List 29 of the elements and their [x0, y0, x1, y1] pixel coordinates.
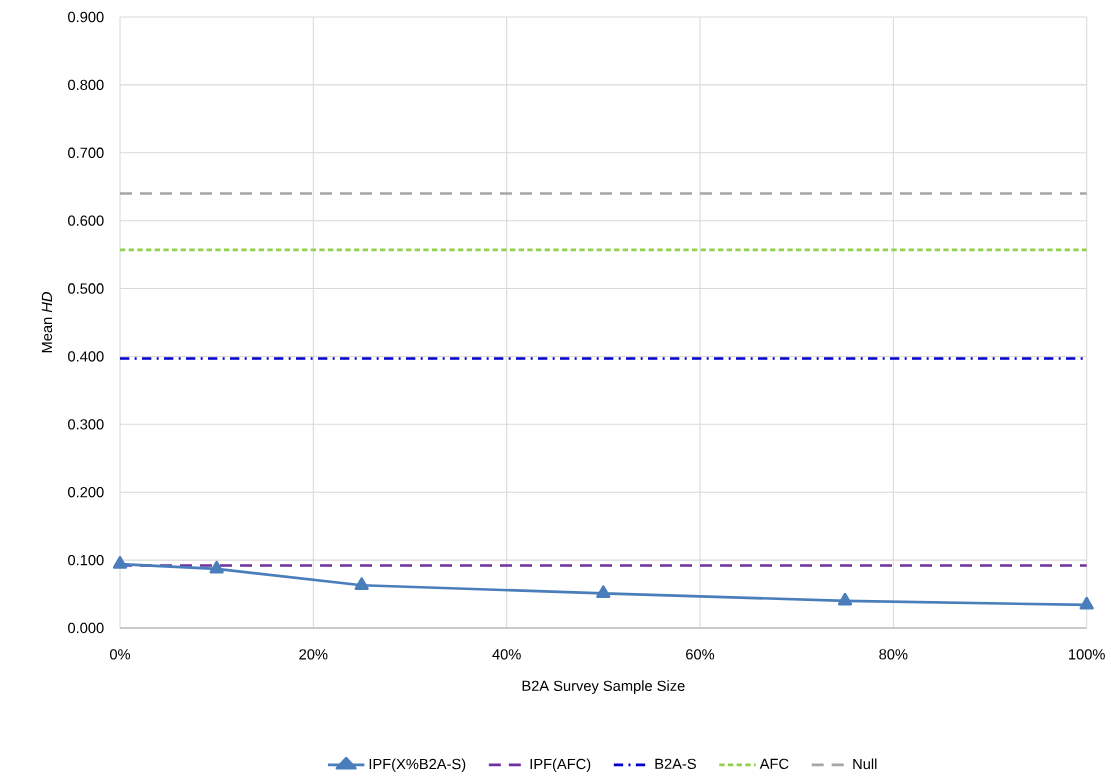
x-tick-label: 80% — [879, 649, 908, 660]
y-tick-label: 0.100 — [68, 554, 104, 566]
point — [209, 560, 224, 574]
point — [837, 592, 853, 606]
legend-label: IPF(AFC) — [530, 758, 591, 773]
y-tick-label: 0.800 — [68, 79, 104, 91]
point — [1079, 596, 1094, 610]
point — [354, 577, 369, 590]
y-tick-label: 0.000 — [68, 622, 104, 634]
point — [112, 556, 128, 569]
x-tick-label: 20% — [299, 649, 328, 660]
legend-label: AFC — [759, 758, 789, 770]
x-tick-label: 100% — [1069, 649, 1105, 660]
y-tick-label: 0.500 — [68, 283, 104, 294]
legend-label: B2A-S — [655, 758, 696, 770]
y-tick-label: 0.900 — [68, 11, 104, 23]
x-axis-title: B2A Survey Sample Size — [522, 680, 685, 694]
point — [596, 585, 611, 599]
y-tick-label: 0.300 — [68, 419, 104, 430]
y-tick-label: 0.200 — [68, 487, 104, 498]
y-tick-label: 0.600 — [68, 215, 104, 226]
y-tick-label: 0.700 — [68, 147, 104, 158]
y-tick-label: 0.400 — [68, 351, 104, 362]
y-axis-title: Mean HD — [41, 291, 53, 353]
legend-label: IPF(X%B2A-S) — [369, 758, 466, 773]
legend-label: Null — [853, 758, 877, 770]
x-tick-label: 60% — [686, 649, 715, 660]
x-tick-label: 0% — [109, 649, 131, 660]
x-tick-label: 40% — [492, 649, 521, 660]
